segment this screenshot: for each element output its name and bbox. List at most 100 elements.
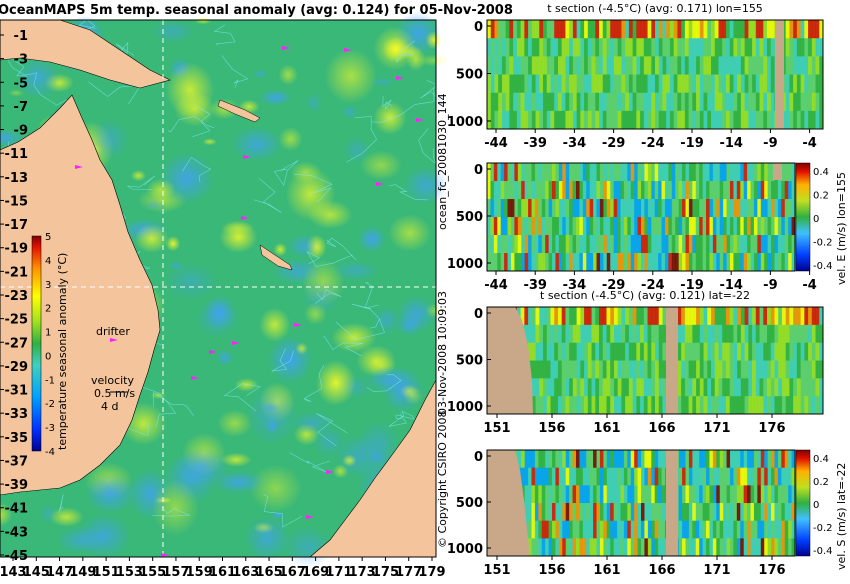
lat-vel-section-cell: [555, 503, 560, 522]
lon-vel-section-cell: [507, 163, 512, 182]
lat-vel-section-cell: [647, 467, 652, 486]
lon-vel-section-cell: [719, 217, 724, 236]
lon-vel-section-cell: [747, 217, 751, 236]
lat-vel-section-cell: [716, 485, 721, 504]
lat-vel-section-cell: [654, 520, 659, 539]
anomaly-blob: [332, 260, 380, 281]
lon-vel-section-cell: [729, 163, 734, 182]
lat-vel-section-cell: [517, 450, 522, 469]
lon-vel-section-cell: [668, 181, 673, 200]
lon-vel-section-cell: [521, 199, 526, 218]
lon-vel-section-cell: [510, 199, 515, 218]
lon-temp-section-cell: [737, 38, 742, 57]
lon-temp-section-cell: [576, 74, 581, 94]
lat-temp-section-cell: [815, 396, 820, 415]
lon-vel-section-cell: [777, 253, 782, 272]
contour-line: [306, 251, 353, 267]
lon-temp-section-cell: [681, 74, 686, 94]
lat-vel-section-cell: [774, 538, 779, 557]
lon-temp-section-cell: [613, 56, 619, 75]
lat-vel-section-cell: [596, 538, 601, 557]
lat-temp-section-cell: [767, 360, 772, 379]
lat-temp-section-cell: [819, 307, 824, 326]
lon-vel-section-cell: [736, 163, 741, 182]
lon-vel-section-cell: [781, 235, 786, 254]
lon-vel-section-x-tick-label: -24: [641, 278, 665, 293]
lon-vel-section-cell: [606, 163, 611, 182]
lon-vel-section-cell: [706, 235, 710, 254]
lon-temp-section-cell: [628, 92, 633, 112]
lon-vel-section-cell: [760, 199, 765, 218]
lat-vel-section-cell: [712, 485, 717, 504]
contour-line: [263, 494, 303, 528]
lat-vel-section-cell: [545, 503, 549, 522]
lat-temp-section-cell: [711, 396, 716, 415]
lat-temp-section-cell: [737, 396, 742, 415]
lat-temp-section-y-tick-label: 500: [456, 354, 483, 369]
lat-temp-section-cell: [781, 360, 787, 379]
lon-temp-section-cell: [554, 92, 559, 112]
lon-vel-section-cell: [596, 235, 601, 254]
lat-temp-section-cell: [692, 378, 697, 397]
lat-vel-section-cell: [548, 520, 553, 539]
lon-temp-section-cell: [599, 38, 604, 57]
contour-line: [351, 303, 380, 329]
lon-temp-section-cell: [681, 56, 686, 75]
lon-vel-section-cell: [733, 181, 738, 200]
lon-vel-section-cell: [528, 217, 532, 236]
lat-vel-section-cell: [541, 503, 546, 522]
lat-vel-section-cell: [712, 503, 717, 522]
lat-vel-section-cell: [702, 520, 707, 539]
vel-s-colorbar-label: vel. S (m/s) lat=-22: [835, 463, 848, 570]
map-y-tick-label: -43: [5, 525, 29, 540]
lon-vel-section-cell: [723, 199, 727, 218]
lon-vel-section-cell: [524, 163, 529, 182]
lon-vel-section-cell: [771, 163, 775, 182]
lat-temp-section-cell: [587, 360, 592, 379]
lon-vel-section-cell: [719, 181, 724, 200]
lon-vel-section-cell: [736, 235, 741, 254]
lon-temp-section-cell: [561, 20, 566, 39]
lon-vel-section-cell: [534, 235, 539, 254]
lat-vel-section-cell: [565, 485, 570, 504]
lat-temp-section-cell: [800, 307, 805, 326]
lon-vel-section-cell: [709, 181, 714, 200]
lat-vel-section-cell: [764, 485, 769, 504]
lon-temp-section-cell: [640, 74, 645, 94]
lon-vel-section-y-tick-label: 0: [474, 163, 483, 178]
lon-temp-section-cell: [602, 110, 607, 130]
lat-temp-section-cell: [819, 360, 824, 379]
lat-temp-section-cell: [535, 378, 540, 397]
map-y-tick-label: -15: [5, 194, 29, 209]
lat-vel-section-cell: [685, 467, 690, 486]
lat-temp-section-cell: [606, 342, 611, 361]
lon-vel-section-cell: [726, 181, 731, 200]
lat-vel-section-cell: [699, 503, 703, 522]
lon-vel-section-cell: [552, 181, 556, 200]
lat-vel-section-cell: [579, 520, 584, 539]
lon-vel-section-cell: [743, 199, 748, 218]
lat-temp-section-cell: [539, 307, 544, 326]
lon-temp-section-cell: [733, 38, 738, 57]
lon-vel-section-cell: [562, 163, 567, 182]
anomaly-blob: [398, 43, 422, 60]
lon-vel-section-x-tick-label: -39: [523, 278, 547, 293]
lon-vel-section-cell: [599, 217, 604, 236]
lat-temp-section-cell: [565, 396, 570, 415]
lat-vel-section-cell: [593, 450, 597, 469]
lat-vel-section-cell: [661, 467, 666, 486]
lon-temp-section-cell: [643, 56, 648, 75]
lon-temp-section-cell: [543, 110, 548, 130]
lat-vel-section-cell: [545, 520, 549, 539]
drifter-marker: [306, 515, 314, 519]
lat-vel-section-cell: [613, 467, 618, 486]
lon-vel-section-cell: [534, 199, 539, 218]
lat-vel-section-cell: [791, 485, 796, 504]
lon-vel-section-cell: [760, 163, 765, 182]
map-y-tick-label: -5: [14, 76, 28, 91]
lon-vel-section-cell: [572, 217, 577, 236]
lat-vel-section-cell: [521, 467, 526, 486]
lon-temp-section-cell: [666, 110, 671, 130]
lat-temp-section-cell: [595, 324, 600, 344]
lat-vel-section-cell: [644, 467, 649, 486]
